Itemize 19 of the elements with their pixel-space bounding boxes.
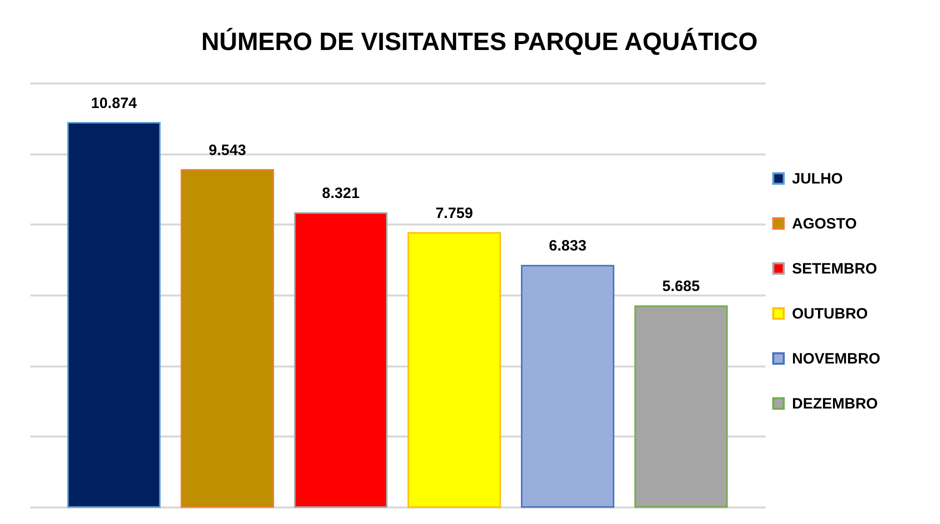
legend-label: DEZEMBRO xyxy=(792,396,878,412)
legend-label: SETEMBRO xyxy=(792,260,878,278)
legend-label: NOVEMBRO xyxy=(792,350,881,368)
data-label: 7.759 xyxy=(435,204,473,222)
data-label: 9.543 xyxy=(208,142,246,159)
data-label: 6.833 xyxy=(548,238,586,255)
bar xyxy=(180,169,274,508)
data-label: 8.321 xyxy=(322,184,360,202)
legend-label: JULHO xyxy=(792,170,844,188)
bar xyxy=(67,122,161,508)
bar xyxy=(408,232,501,508)
data-label: 5.685 xyxy=(662,278,700,296)
data-label: 10.874 xyxy=(90,94,138,112)
bar xyxy=(294,212,388,508)
bar xyxy=(634,305,728,508)
legend-label: OUTUBRO xyxy=(792,306,868,322)
legend-label: AGOSTO xyxy=(792,216,858,232)
chart-title: NÚMERO DE VISITANTES PARQUE AQUÁTICO xyxy=(201,27,758,56)
bar xyxy=(520,264,614,508)
